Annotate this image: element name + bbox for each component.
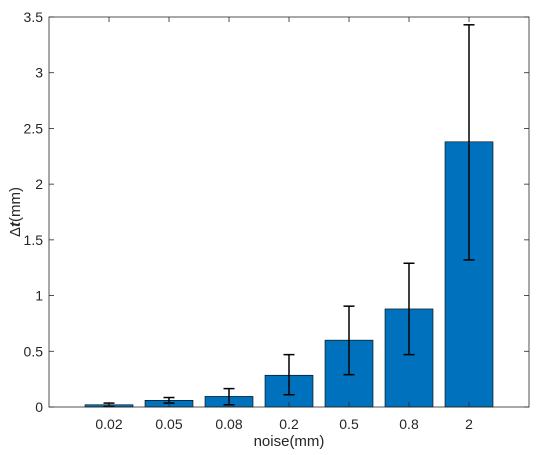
x-tick-label-0.08: 0.08 [215, 416, 242, 432]
y-tick-label-2.5: 2.5 [24, 120, 44, 136]
y-tick-label-3.5: 3.5 [24, 9, 44, 25]
x-tick-label-0.8: 0.8 [399, 416, 419, 432]
y-tick-label-2: 2 [35, 176, 43, 192]
y-axis-label-symbol: t [7, 221, 24, 227]
y-tick-label-1: 1 [35, 288, 43, 304]
x-tick-label-0.5: 0.5 [339, 416, 359, 432]
bars-layer [84, 141, 494, 408]
x-tick-label-0.02: 0.02 [95, 416, 122, 432]
y-tick-label-0.5: 0.5 [24, 343, 44, 359]
axes-layer [48, 16, 530, 408]
x-tick-label-0.05: 0.05 [155, 416, 182, 432]
y-tick-label-3: 3 [35, 65, 43, 81]
x-tick-label-2: 2 [465, 416, 473, 432]
y-tick-label-1.5: 1.5 [24, 232, 44, 248]
y-axis-label: Δt(mm) [7, 187, 24, 237]
y-tick-label-0: 0 [35, 399, 43, 415]
tick-labels-layer: 0 0.5 1 1.5 2 2.5 3 3.5 0.02 0.05 0.08 0.2 0.5 0.8 2 [24, 9, 474, 432]
y-axis-label-unit: (mm) [7, 187, 24, 222]
x-tick-label-0.2: 0.2 [279, 416, 299, 432]
y-axis-label-prefix: Δ [7, 227, 24, 237]
x-axis-label: noise(mm) [254, 433, 325, 450]
